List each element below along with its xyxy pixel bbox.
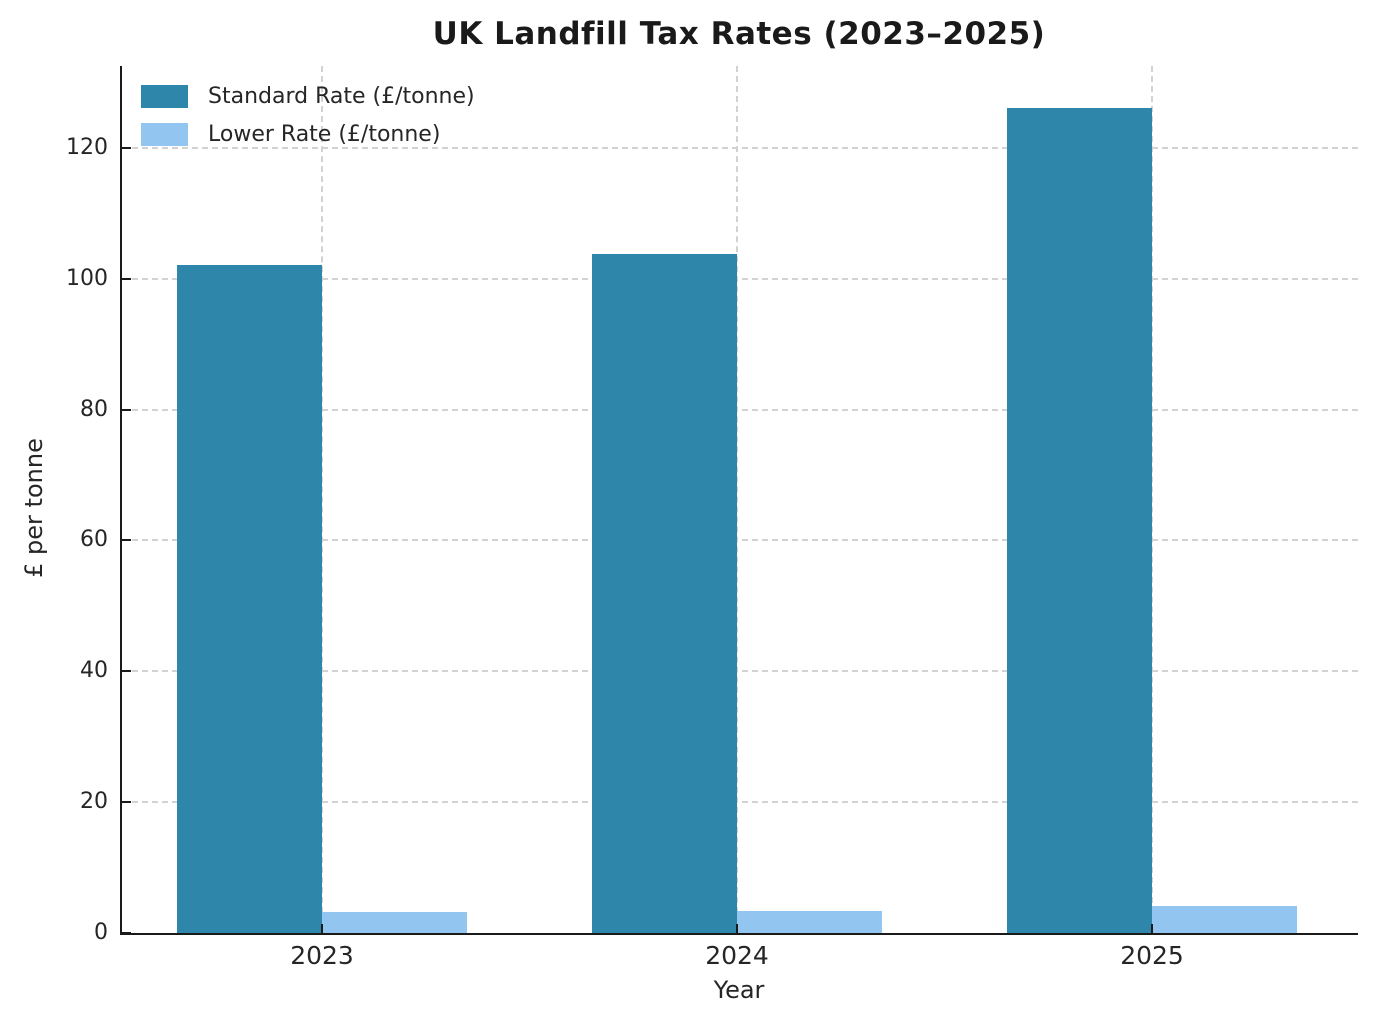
gridline-v-2023 (321, 66, 323, 933)
gridline-v-2024 (736, 66, 738, 933)
bars-layer (122, 66, 1358, 933)
y-tick-label-40: 40 (80, 658, 108, 684)
y-tick-label-80: 80 (80, 396, 108, 422)
gridline-h-40 (122, 670, 1358, 673)
y-tick-mark-40 (122, 670, 131, 673)
legend-swatch-standard-rate (141, 85, 188, 108)
y-tick-mark-0 (122, 932, 131, 934)
gridline-h-100 (122, 277, 1358, 280)
legend-item-lower-rate: Lower Rate (£/tonne) (141, 122, 475, 147)
legend: Standard Rate (£/tonne) Lower Rate (£/to… (141, 84, 475, 147)
x-tick-label-2025: 2025 (1120, 941, 1184, 970)
y-tick-label-100: 100 (66, 265, 108, 291)
legend-label-lower-rate: Lower Rate (£/tonne) (208, 122, 441, 147)
bar-lower-2024 (737, 911, 882, 933)
legend-item-standard-rate: Standard Rate (£/tonne) (141, 84, 475, 109)
gridline-v-2025 (1151, 66, 1153, 933)
bar-standard-2023 (177, 265, 322, 933)
y-tick-label-60: 60 (80, 527, 108, 553)
y-tick-mark-100 (122, 277, 131, 280)
legend-swatch-lower-rate (141, 123, 188, 146)
bar-standard-2024 (592, 254, 737, 933)
x-tick-label-2024: 2024 (705, 941, 769, 970)
plot-area (120, 66, 1358, 935)
y-tick-label-20: 20 (80, 789, 108, 815)
x-tick-mark-2024 (736, 924, 738, 933)
x-tick-mark-2025 (1151, 924, 1153, 933)
y-tick-mark-60 (122, 539, 131, 542)
gridline-h-20 (122, 801, 1358, 804)
y-axis-label: £ per tonne (20, 438, 48, 578)
bar-standard-2025 (1007, 108, 1152, 933)
bar-lower-2025 (1152, 906, 1297, 933)
gridline-h-120 (122, 146, 1358, 149)
y-tick-label-120: 120 (66, 134, 108, 160)
y-tick-mark-120 (122, 146, 131, 149)
gridline-h-60 (122, 539, 1358, 542)
y-tick-mark-80 (122, 408, 131, 411)
ticks-layer (122, 66, 1358, 934)
y-tick-mark-20 (122, 801, 131, 804)
legend-label-standard-rate: Standard Rate (£/tonne) (208, 84, 475, 109)
chart-title: UK Landfill Tax Rates (2023–2025) (432, 16, 1046, 52)
grid-layer (122, 66, 1358, 933)
y-tick-label-0: 0 (94, 920, 108, 945)
bar-lower-2023 (322, 912, 467, 933)
gridline-h-80 (122, 408, 1358, 411)
x-tick-label-2023: 2023 (290, 941, 354, 970)
x-tick-mark-2023 (321, 924, 323, 933)
x-axis-label: Year (713, 976, 765, 1004)
